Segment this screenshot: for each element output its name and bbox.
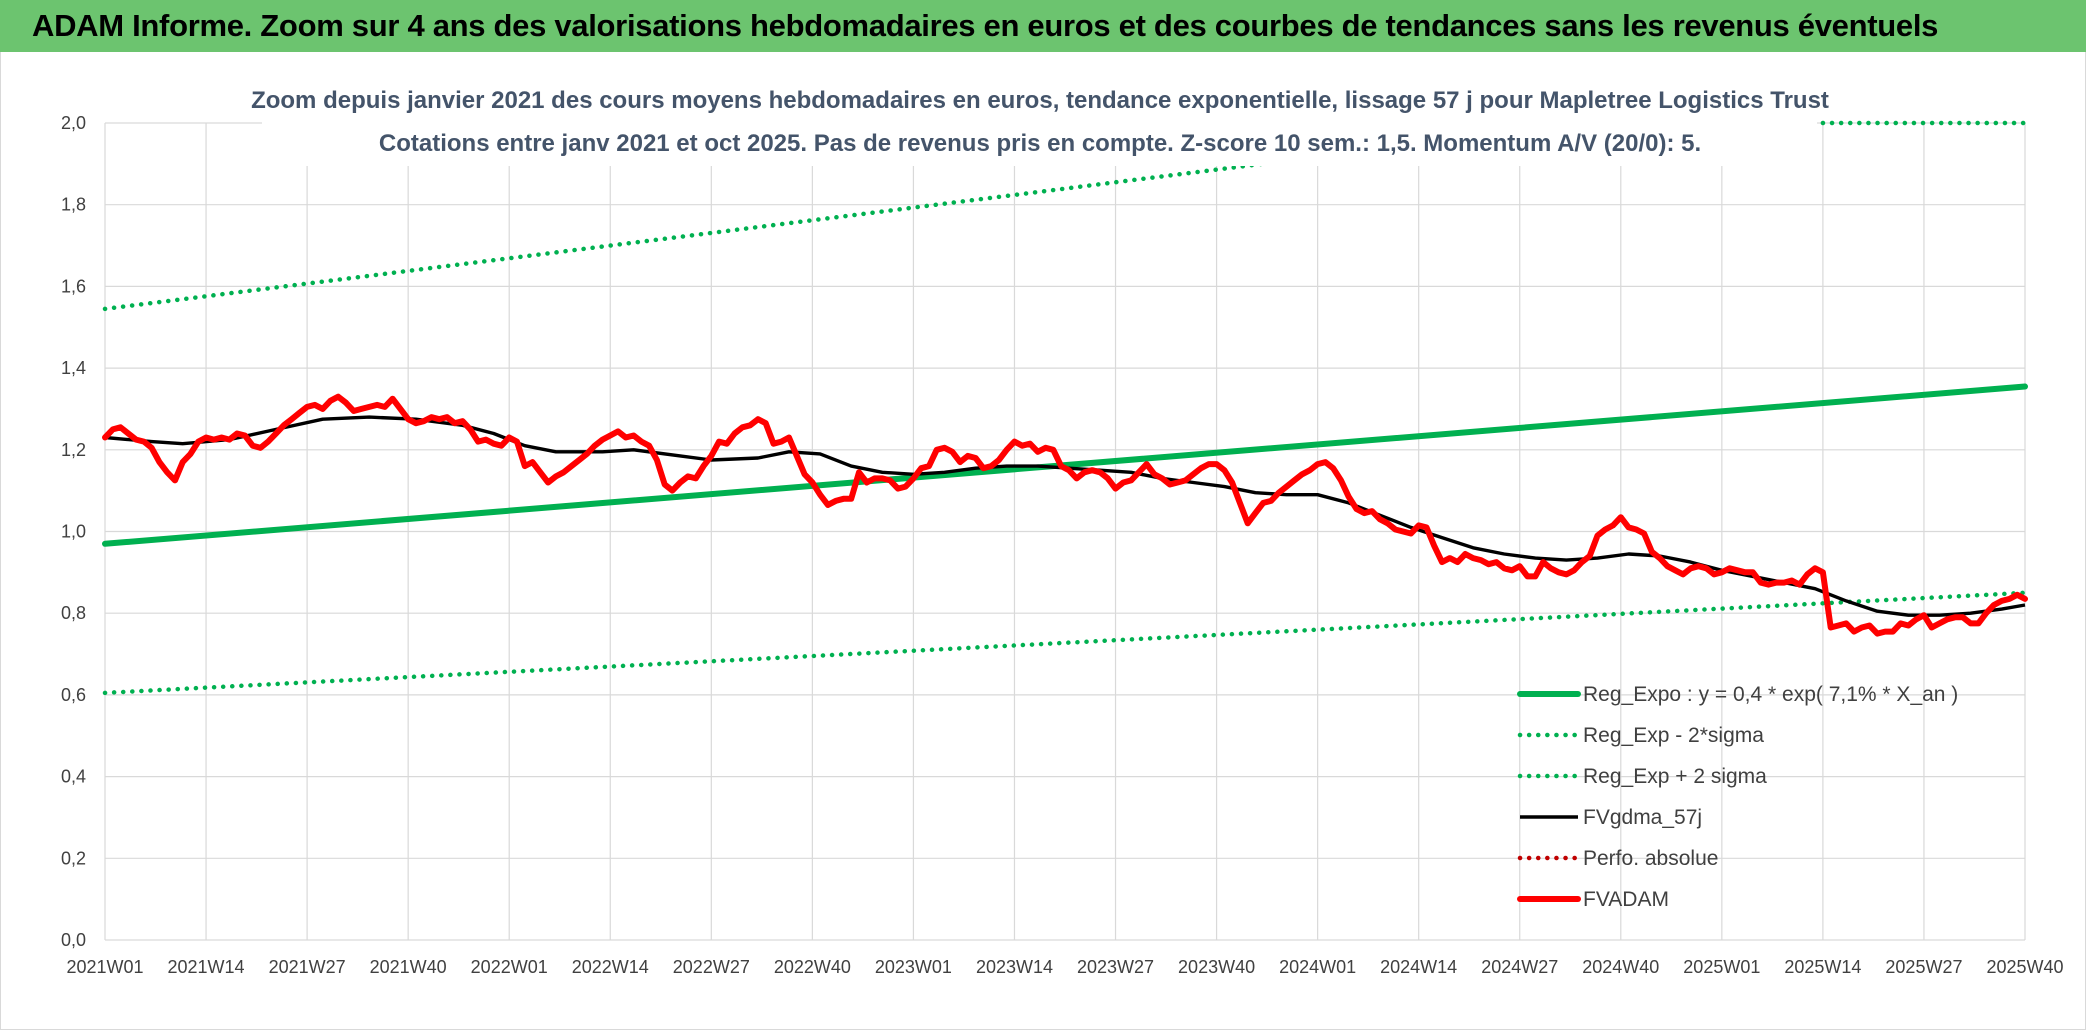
x-tick-label: 2021W14 — [168, 957, 245, 977]
reg-exp-plus-2sigma-line — [102, 159, 1282, 312]
legend-label: Perfo. absolue — [1583, 847, 1718, 870]
y-axis-labels: 0,0 0,2 0,4 0,6 0,8 1,0 1,2 1,4 1,6 1,8 2,0 — [61, 113, 86, 950]
y-tick-label: 1,8 — [61, 195, 86, 215]
x-tick-label: 2023W27 — [1077, 957, 1154, 977]
legend-label: Reg_Exp + 2 sigma — [1583, 765, 1767, 788]
chart-subtitle: Cotations entre janv 2021 et oct 2025. P… — [379, 130, 1701, 157]
grid-lines — [104, 122, 2026, 941]
y-tick-label: 1,4 — [61, 358, 86, 378]
y-tick-label: 1,2 — [61, 440, 86, 460]
x-tick-label: 2023W40 — [1178, 957, 1255, 977]
y-tick-label: 0,8 — [61, 603, 86, 623]
x-tick-label: 2024W40 — [1582, 957, 1659, 977]
report-title: ADAM Informe. Zoom sur 4 ans des valoris… — [32, 8, 1939, 43]
title-backdrop — [262, 76, 1817, 166]
x-tick-label: 2021W40 — [370, 957, 447, 977]
legend: Reg_Expo : y = 0,4 * exp( 7,1% * X_an ) R… — [1517, 683, 1958, 911]
legend-label: FVgdma_57j — [1583, 806, 1702, 829]
x-tick-label: 2023W01 — [875, 957, 952, 977]
x-tick-label: 2024W14 — [1380, 957, 1457, 977]
x-tick-label: 2025W01 — [1683, 957, 1760, 977]
x-tick-label: 2025W14 — [1784, 957, 1861, 977]
fvgdma-57j-line — [104, 415, 2026, 617]
x-tick-label: 2022W01 — [471, 957, 548, 977]
x-tick-label: 2024W27 — [1481, 957, 1558, 977]
x-tick-label: 2025W40 — [1986, 957, 2063, 977]
legend-label: FVADAM — [1583, 888, 1669, 911]
x-tick-label: 2025W27 — [1885, 957, 1962, 977]
y-tick-label: 0,2 — [61, 848, 86, 868]
y-tick-label: 1,6 — [61, 276, 86, 296]
y-tick-label: 0,6 — [61, 685, 86, 705]
x-tick-label: 2022W27 — [673, 957, 750, 977]
y-tick-label: 1,0 — [61, 522, 86, 542]
series-group — [102, 120, 2028, 696]
x-tick-label: 2021W27 — [269, 957, 346, 977]
fvadam-line — [102, 393, 2028, 637]
x-tick-label: 2024W01 — [1279, 957, 1356, 977]
legend-label: Reg_Exp - 2*sigma — [1583, 724, 1764, 747]
chart-title: Zoom depuis janvier 2021 des cours moyen… — [251, 87, 1829, 114]
y-tick-label: 0,0 — [61, 930, 86, 950]
reg-exp-minus-2sigma-line — [102, 590, 2028, 696]
x-tick-label: 2021W01 — [66, 957, 143, 977]
x-tick-label: 2022W40 — [774, 957, 851, 977]
x-axis-labels: 2021W01 2021W14 2021W27 2021W40 2022W01 2022W… — [66, 957, 2063, 977]
y-tick-label: 0,4 — [61, 767, 86, 787]
report-banner: ADAM Informe. Zoom sur 4 ans des valoris… — [0, 0, 2086, 52]
x-tick-label: 2023W14 — [976, 957, 1053, 977]
x-tick-label: 2022W14 — [572, 957, 649, 977]
legend-label: Reg_Expo : y = 0,4 * exp( 7,1% * X_an ) — [1583, 683, 1958, 706]
y-tick-label: 2,0 — [61, 113, 86, 133]
